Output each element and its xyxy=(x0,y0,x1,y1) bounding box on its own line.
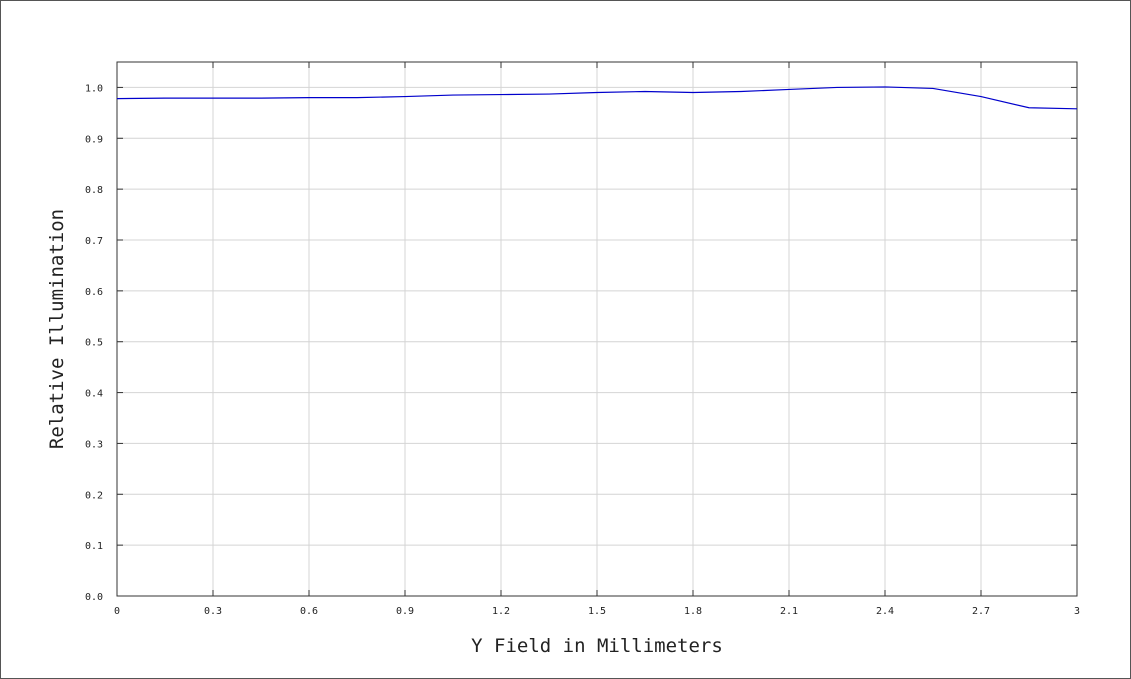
y-tick-label: 0.3 xyxy=(85,439,103,450)
y-tick-label: 0.1 xyxy=(85,541,103,552)
series-line xyxy=(116,86,1078,110)
y-tick-label: 0.9 xyxy=(85,134,103,145)
y-tick-label: 0.4 xyxy=(85,389,103,400)
x-tick-label: 1.5 xyxy=(588,606,606,617)
x-tick-label: 0.3 xyxy=(204,606,222,617)
x-tick-label: 0 xyxy=(114,606,120,617)
series-lines xyxy=(116,86,1078,110)
x-tick-label: 0.6 xyxy=(300,606,318,617)
y-tick-label: 0.5 xyxy=(85,338,103,349)
y-axis-title: Relative Illumination xyxy=(46,209,68,449)
x-tick-label: 1.8 xyxy=(684,606,702,617)
x-tick-label: 2.1 xyxy=(780,606,798,617)
y-tick-label: 1.0 xyxy=(85,83,103,94)
y-tick-label: 0.8 xyxy=(85,185,103,196)
y-tick-label: 0.2 xyxy=(85,490,103,501)
axis-ticks xyxy=(116,62,1078,597)
x-tick-label: 0.9 xyxy=(396,606,414,617)
grid-lines xyxy=(117,62,1077,596)
x-tick-label: 2.7 xyxy=(972,606,990,617)
tick-labels: 0 0.3 0.6 0.9 1.2 1.5 1.8 2.1 2.4 2.7 3 0.0 0.1 0.2 0.… xyxy=(85,83,1080,617)
y-tick-label: 0.7 xyxy=(85,236,103,247)
y-tick-label: 0.6 xyxy=(85,287,103,298)
y-tick-label: 0.0 xyxy=(85,592,103,603)
x-tick-label: 2.4 xyxy=(876,606,894,617)
x-tick-label: 1.2 xyxy=(492,606,510,617)
x-axis-title: Y Field in Millimeters xyxy=(471,635,723,657)
x-tick-label: 3 xyxy=(1074,606,1080,617)
